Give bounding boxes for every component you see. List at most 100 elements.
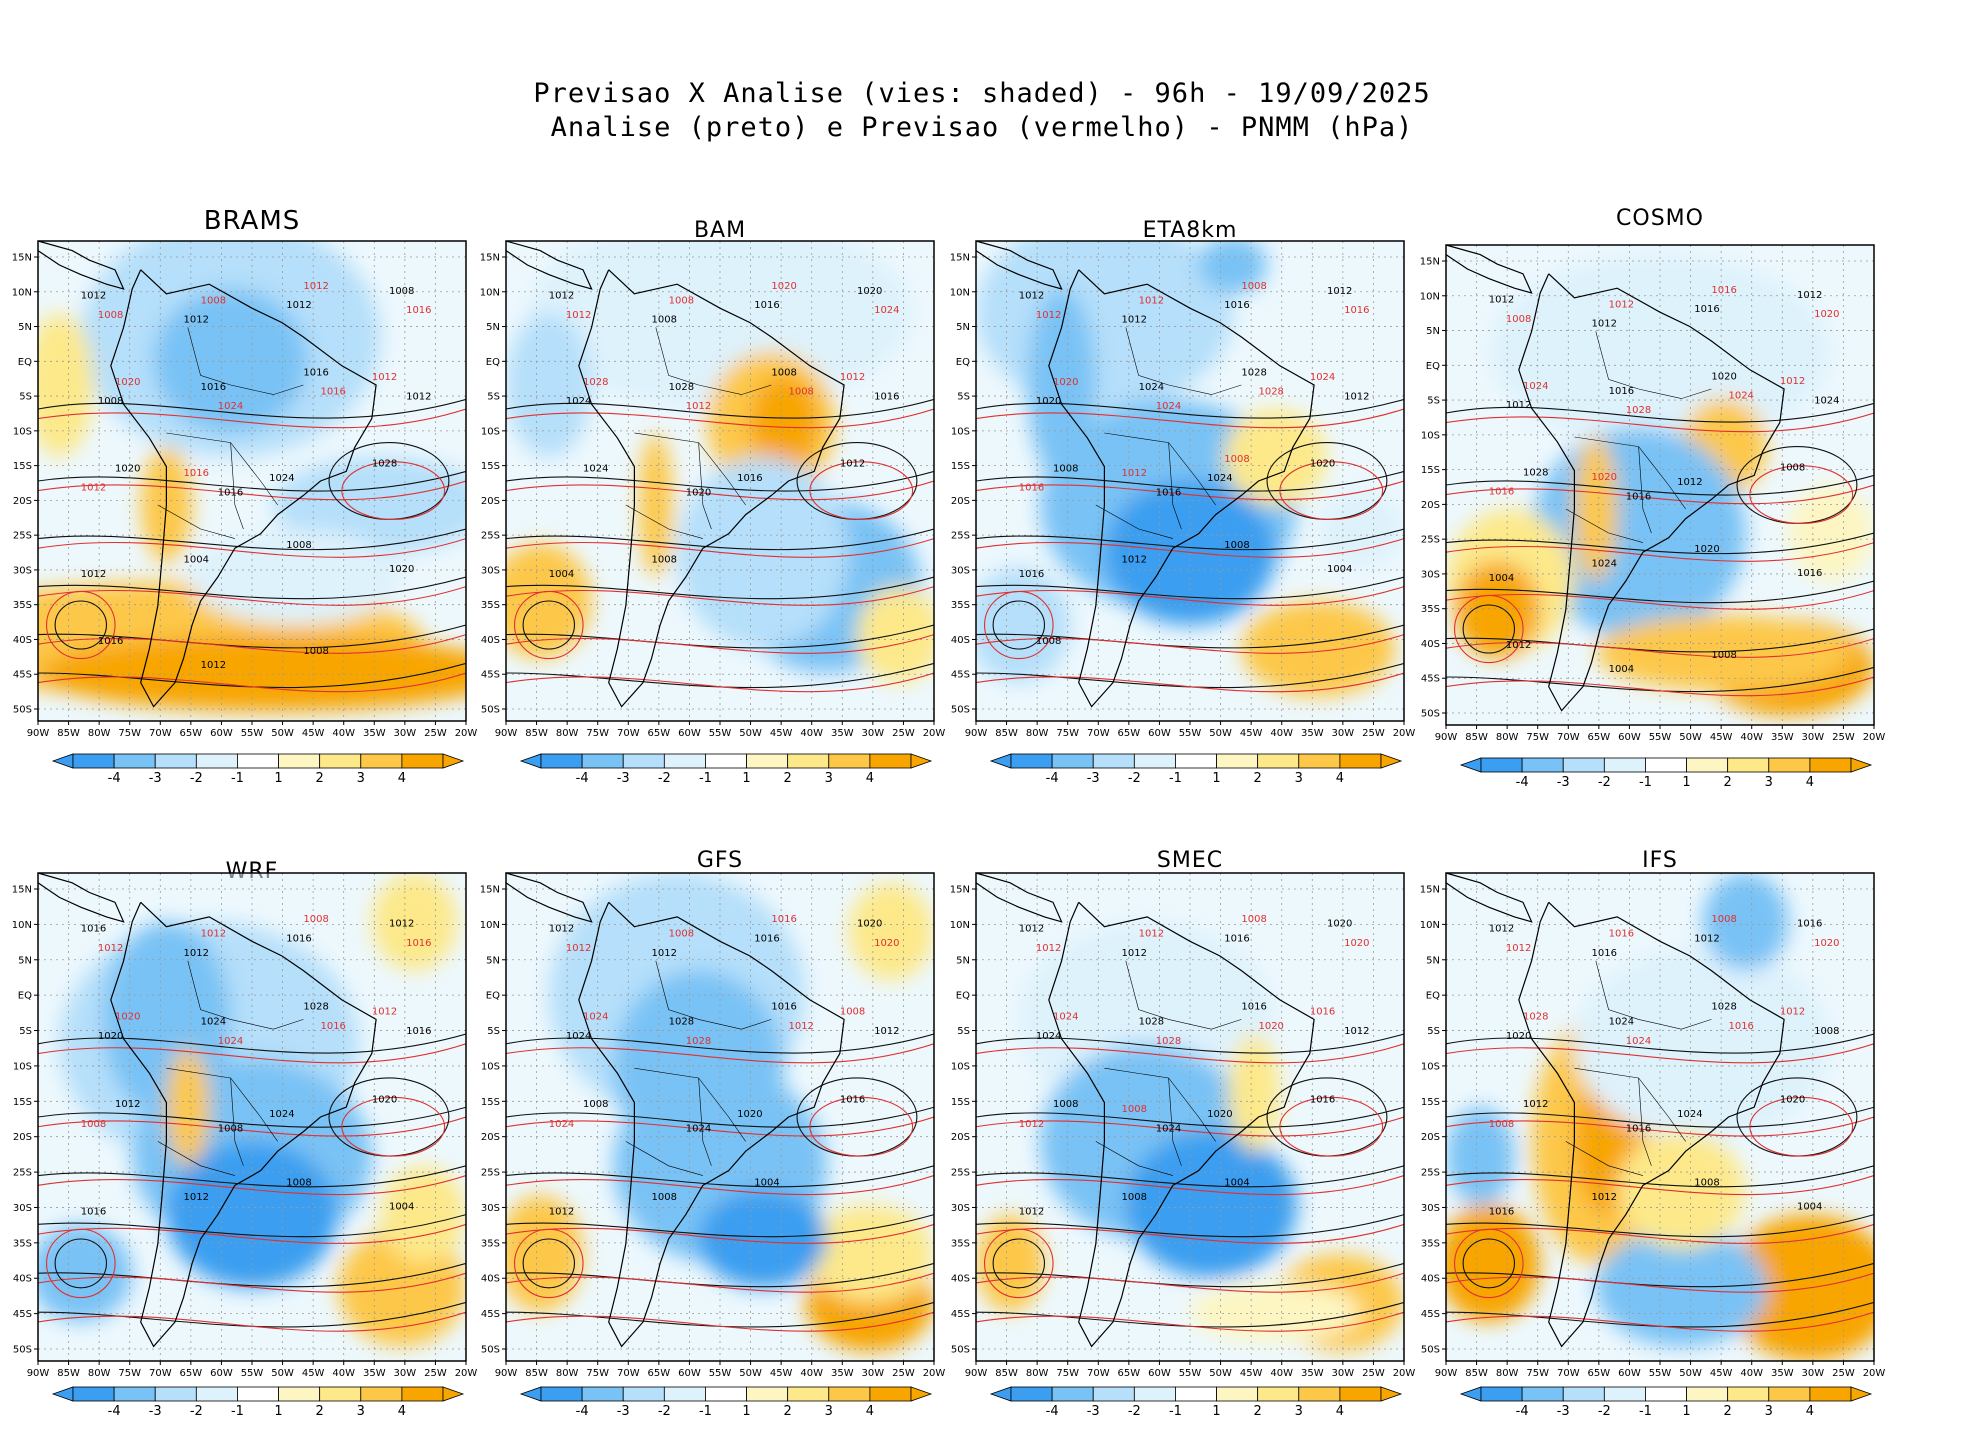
isobar-forecast (38, 672, 466, 693)
colorbar-swatch (581, 1386, 624, 1402)
isobar-label-analysis: 1020 (372, 1094, 397, 1105)
lat-tick-label: 5N (18, 955, 32, 966)
panel-title-eta8km: ETA8km (1142, 218, 1238, 243)
coastline (1445, 872, 1785, 1348)
isobar-forecast (976, 1311, 1404, 1332)
lon-tick-label: 65W (648, 728, 671, 739)
country-border (1095, 1141, 1173, 1176)
lat-tick-label: 15N (950, 885, 970, 896)
colorbar-swatch (1645, 757, 1687, 773)
colorbar-swatch (278, 753, 321, 769)
lat-tick-label: 15N (12, 885, 32, 896)
lon-tick-label: 80W (1496, 732, 1519, 743)
isobar-label-analysis: 1012 (874, 1026, 899, 1037)
isobar-label-analysis: 1008 (583, 1099, 608, 1110)
isobar-label-analysis: 1012 (81, 291, 106, 302)
isobar-analysis (38, 1033, 466, 1054)
lon-tick-label: 50W (739, 728, 762, 739)
lat-tick-label: 20S (13, 1132, 32, 1143)
colorbar-label: -2 (1128, 1404, 1141, 1419)
lat-tick-label: 20S (951, 496, 970, 507)
country-border (1595, 960, 1712, 1030)
isobar-label-analysis: 1016 (1609, 386, 1634, 397)
lon-tick-label: 45W (770, 1368, 793, 1379)
isobar-label-forecast: 1016 (1609, 928, 1634, 939)
colorbar-label: 3 (1765, 775, 1773, 790)
colorbar-label: -4 (576, 771, 589, 786)
isobar-label-analysis: 1008 (1122, 1192, 1147, 1203)
isobar-label-analysis: 1016 (737, 473, 762, 484)
lat-tick-label: 10S (951, 426, 970, 437)
lon-tick-label: 30W (1802, 1368, 1825, 1379)
isobar-forecast (38, 1116, 466, 1137)
colorbar-swatch (1051, 753, 1094, 769)
map-panel-bam: 1012 1008 1016 1020 1024 1028 1008 1016 1024 1020… (480, 240, 945, 739)
lat-tick-label: 50S (1421, 709, 1440, 720)
colorbar-swatch (1216, 1386, 1259, 1402)
isobar-label-forecast: 1008 (81, 1119, 106, 1130)
isobar-analysis (506, 470, 934, 492)
isobar-label-forecast: 1028 (686, 1036, 711, 1047)
isobar-analysis (1446, 1301, 1874, 1328)
isobar-label-analysis: 1008 (771, 367, 796, 378)
lon-tick-label: 30W (862, 728, 885, 739)
lat-tick-label: 45S (13, 1309, 32, 1320)
isobar-label-analysis: 1012 (115, 1099, 140, 1110)
isobar-label-forecast: 1012 (1122, 468, 1147, 479)
isobar-label-analysis: 1008 (652, 315, 677, 326)
lon-tick-label: 40W (1740, 1368, 1763, 1379)
isobar-label-analysis: 1012 (1592, 319, 1617, 330)
colorbar-swatch (622, 753, 665, 769)
lon-tick-label: 50W (1679, 732, 1702, 743)
isobar-forecast (1446, 1043, 1874, 1064)
isobar-analysis (1446, 1214, 1874, 1238)
lat-tick-label: 10S (1421, 1061, 1440, 1072)
isobar-analysis (38, 662, 466, 689)
lon-tick-label: 60W (678, 1368, 701, 1379)
lat-tick-label: 50S (1421, 1345, 1440, 1356)
lat-tick-label: 25S (481, 1168, 500, 1179)
colorbar-swatch (1809, 1386, 1852, 1402)
isobar-label-analysis: 1008 (1711, 650, 1736, 661)
isobar-label-analysis: 1012 (1344, 1026, 1369, 1037)
lon-tick-label: 35W (1771, 732, 1794, 743)
lat-tick-label: 25S (1421, 535, 1440, 546)
lon-tick-label: 40W (1270, 728, 1293, 739)
isobar-label-forecast: 1016 (1344, 305, 1369, 316)
lat-tick-label: EQ (18, 357, 32, 368)
lon-tick-label: 20W (1863, 732, 1886, 743)
isobar-label-analysis: 1024 (1677, 1109, 1702, 1120)
isobar-label-forecast: 1016 (1310, 1007, 1335, 1018)
isobar-label-analysis: 1020 (1780, 1094, 1805, 1105)
isobar-label-analysis: 1028 (1139, 1016, 1164, 1027)
isobar-label-forecast: 1020 (1814, 309, 1839, 320)
colorbar-label: 2 (316, 1404, 324, 1419)
colorbar-swatch (1521, 1386, 1564, 1402)
isobar-label-analysis: 1012 (201, 660, 226, 671)
colorbar-swatch (1768, 757, 1811, 773)
lon-tick-label: 45W (302, 1368, 325, 1379)
lon-tick-label: 30W (1802, 732, 1825, 743)
colorbar-label: 2 (784, 1404, 792, 1419)
colorbar-swatch (746, 753, 789, 769)
isobar-forecast (976, 1272, 1404, 1293)
country-border (1574, 1067, 1686, 1142)
lon-tick-label: 50W (1679, 1368, 1702, 1379)
isobar-forecast (1446, 590, 1874, 610)
lat-tick-label: 30S (1421, 569, 1440, 580)
isobar-label-forecast: 1024 (1523, 381, 1548, 392)
lon-tick-label: 70W (149, 1368, 172, 1379)
lon-tick-label: 40W (800, 728, 823, 739)
lon-tick-label: 55W (1179, 728, 1202, 739)
isobar-label-forecast: 1012 (566, 943, 591, 954)
lon-tick-label: 35W (831, 728, 854, 739)
lat-tick-label: 45S (1421, 1309, 1440, 1320)
lat-tick-label: 40S (13, 1274, 32, 1285)
colorbar-label: -1 (699, 771, 712, 786)
country-border (157, 1141, 235, 1176)
isobar-label-analysis: 1016 (1797, 568, 1822, 579)
isobar-analysis (976, 662, 1404, 689)
isobar-analysis (506, 1106, 934, 1128)
isobar-label-analysis: 1020 (1310, 459, 1335, 470)
colorbar-label: -4 (1046, 771, 1059, 786)
